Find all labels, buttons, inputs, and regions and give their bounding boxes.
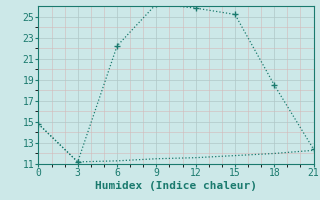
X-axis label: Humidex (Indice chaleur): Humidex (Indice chaleur): [95, 181, 257, 191]
